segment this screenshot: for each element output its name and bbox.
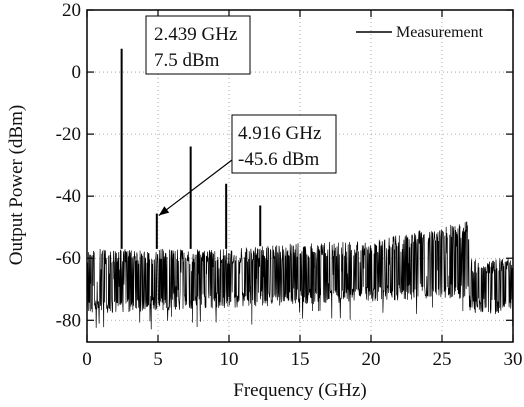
annotation-2-arrowhead (158, 206, 170, 216)
annotation-2-arrow (158, 159, 233, 217)
y-tick-label: -40 (56, 186, 81, 207)
annotation-2-power: -45.6 dBm (238, 149, 320, 170)
annotation-peak-2: 4.916 GHz -45.6 dBm (158, 114, 337, 217)
annotation-peak-1: 2.439 GHz 7.5 dBm (145, 15, 251, 75)
axis-ticks: 0 5 10 15 20 25 30 20 0 -20 -40 -60 -80 (56, 0, 523, 370)
x-axis-title: Frequency (GHz) (233, 380, 366, 401)
x-tick-label: 30 (504, 349, 523, 370)
x-tick-label: 15 (291, 349, 310, 370)
legend-label-measurement: Measurement (396, 24, 484, 41)
y-tick-label: -60 (56, 248, 81, 269)
x-tick-label: 20 (362, 349, 381, 370)
y-axis-title: Output Power (dBm) (6, 105, 27, 265)
peak-lines (120, 48, 262, 249)
x-tick-label: 10 (220, 349, 239, 370)
y-tick-label: 20 (62, 0, 81, 21)
legend: Measurement (356, 24, 484, 41)
annotation-box-1 (145, 15, 251, 75)
x-tick-label: 5 (153, 349, 163, 370)
annotation-1-frequency: 2.439 GHz (154, 24, 237, 45)
noise-trace (86, 221, 514, 330)
y-tick-label: 0 (72, 62, 82, 83)
annotation-1-power: 7.5 dBm (154, 50, 220, 71)
annotation-2-frequency: 4.916 GHz (238, 123, 321, 144)
y-tick-label: -80 (56, 310, 81, 331)
x-tick-label: 25 (433, 349, 452, 370)
measurement-trace (86, 221, 514, 330)
annotation-box-2 (231, 114, 337, 174)
x-tick-label: 0 (82, 349, 92, 370)
y-tick-label: -20 (56, 124, 81, 145)
